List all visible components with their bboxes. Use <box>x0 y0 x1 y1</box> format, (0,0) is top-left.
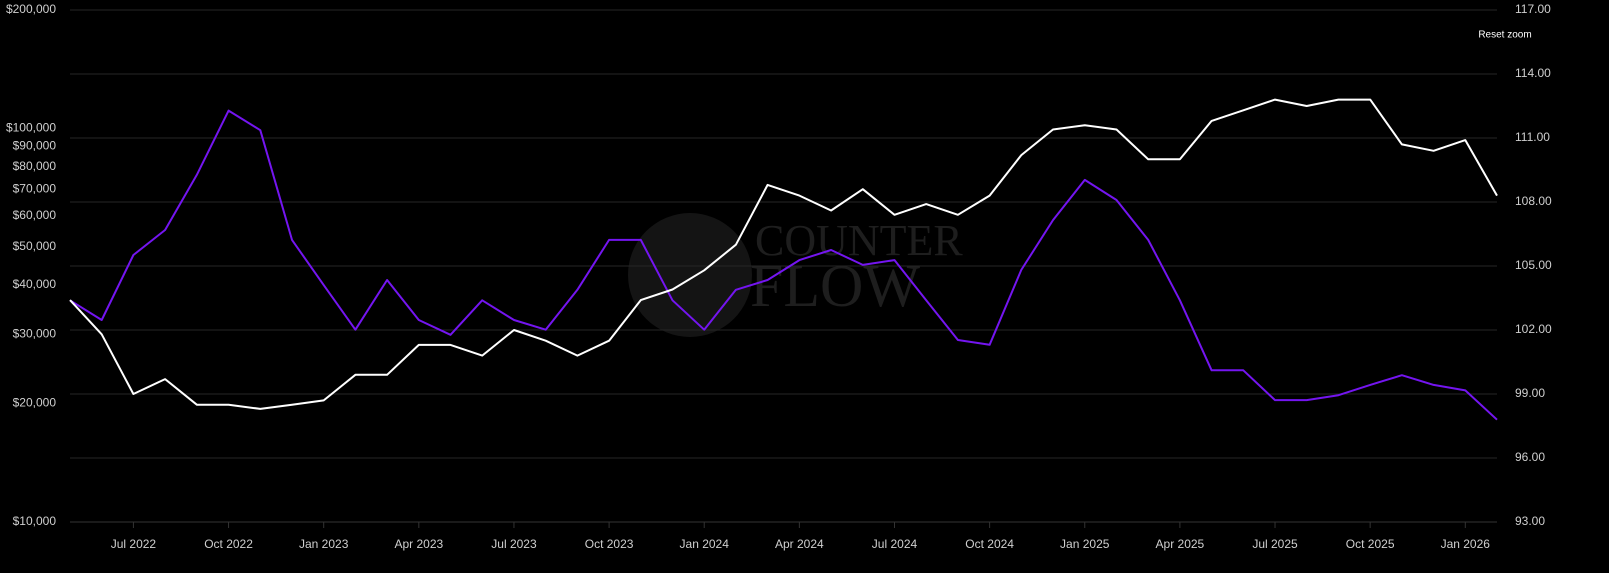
x-tick-label: Jan 2026 <box>1441 537 1491 551</box>
y2-tick-label: 99.00 <box>1515 386 1545 400</box>
y-tick-label: $60,000 <box>13 208 57 222</box>
y-tick-label: $90,000 <box>13 139 57 153</box>
x-tick-label: Jul 2025 <box>1252 537 1298 551</box>
x-tick-label: Apr 2025 <box>1156 537 1205 551</box>
reset-zoom-button[interactable]: Reset zoom <box>1478 30 1531 41</box>
x-tick-label: Oct 2022 <box>204 537 253 551</box>
y-tick-label: $40,000 <box>13 277 57 291</box>
series-line <box>69 109 1498 421</box>
y-tick-label: $50,000 <box>13 239 57 253</box>
x-tick-label: Jul 2023 <box>491 537 537 551</box>
y2-tick-label: 93.00 <box>1515 514 1545 528</box>
y2-tick-label: 114.00 <box>1515 66 1551 80</box>
x-tick-label: Oct 2023 <box>585 537 634 551</box>
y-tick-label: $80,000 <box>13 159 57 173</box>
y-tick-label: $200,000 <box>6 2 56 16</box>
x-tick-label: Apr 2024 <box>775 537 824 551</box>
y-tick-label: $20,000 <box>13 396 57 410</box>
y2-tick-label: 102.00 <box>1515 322 1552 336</box>
watermark-text: FLOW <box>750 253 920 319</box>
watermark-logo <box>628 213 752 337</box>
x-tick-label: Jan 2023 <box>299 537 349 551</box>
x-tick-label: Oct 2024 <box>965 537 1014 551</box>
series-line <box>69 98 1498 410</box>
y-tick-label: $10,000 <box>13 514 57 528</box>
x-tick-label: Jan 2024 <box>680 537 730 551</box>
x-tick-label: Jul 2022 <box>111 537 157 551</box>
y2-tick-label: 105.00 <box>1515 258 1552 272</box>
y-tick-label: $30,000 <box>13 326 57 340</box>
x-tick-label: Oct 2025 <box>1346 537 1395 551</box>
watermark-text: COUNTER <box>755 216 963 265</box>
y2-tick-label: 96.00 <box>1515 450 1545 464</box>
y2-tick-label: 108.00 <box>1515 194 1552 208</box>
y2-tick-label: 117.00 <box>1515 2 1551 16</box>
y-tick-label: $70,000 <box>13 182 57 196</box>
x-tick-label: Jul 2024 <box>872 537 918 551</box>
x-tick-label: Jan 2025 <box>1060 537 1110 551</box>
x-tick-label: Apr 2023 <box>394 537 443 551</box>
y2-tick-label: 111.00 <box>1515 130 1550 144</box>
y-tick-label: $100,000 <box>6 121 56 135</box>
